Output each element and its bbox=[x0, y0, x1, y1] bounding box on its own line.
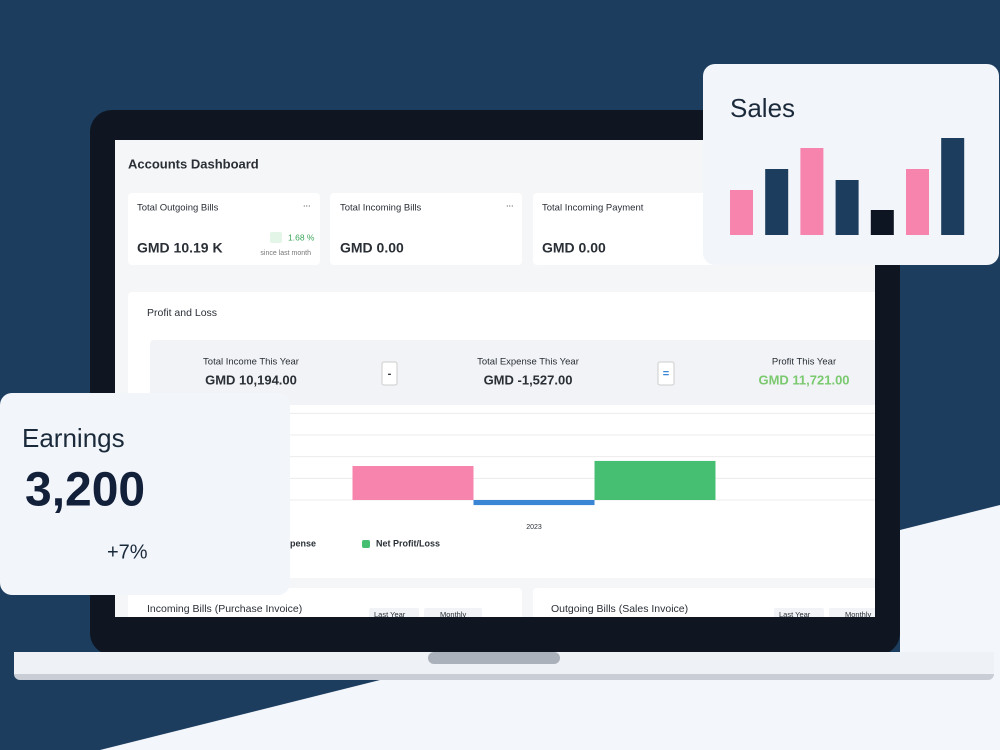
earnings-change: +7% bbox=[107, 541, 148, 563]
bar bbox=[835, 180, 859, 235]
stat-value: GMD -1,527.00 bbox=[484, 372, 573, 387]
screen: Accounts Dashboard Total Outgoing Bills … bbox=[115, 140, 887, 622]
stat-value: GMD 10,194.00 bbox=[205, 372, 297, 387]
dropdown[interactable] bbox=[829, 608, 887, 622]
sales-chart bbox=[730, 138, 965, 235]
dropdown[interactable] bbox=[774, 608, 824, 622]
bar bbox=[473, 500, 595, 506]
stat-label: Profit This Year bbox=[772, 357, 836, 368]
laptop-notch bbox=[428, 652, 560, 664]
dropdown-label[interactable]: Last Year bbox=[779, 610, 811, 619]
operator-box bbox=[381, 361, 398, 386]
legend-swatch bbox=[362, 540, 370, 548]
dropdown[interactable] bbox=[424, 608, 482, 622]
card-menu[interactable]: ... bbox=[506, 198, 514, 208]
background-shape bbox=[100, 505, 1000, 750]
card-value: GMD 10.19 K bbox=[137, 240, 223, 256]
panel-title: Incoming Bills (Purchase Invoice) bbox=[147, 603, 302, 615]
bar bbox=[941, 138, 965, 235]
card bbox=[533, 193, 725, 265]
sales-title: Sales bbox=[730, 93, 795, 123]
earnings-card bbox=[0, 393, 290, 595]
bar bbox=[730, 190, 753, 235]
card-value: GMD 0.00 bbox=[340, 240, 404, 256]
stats-box bbox=[150, 340, 875, 405]
card-menu[interactable]: ... bbox=[303, 198, 311, 208]
dropdown[interactable] bbox=[369, 608, 419, 622]
legend-label: Net Profit/Loss bbox=[376, 538, 440, 548]
panel bbox=[128, 588, 522, 617]
card-label: Total Outgoing Bills bbox=[137, 203, 219, 214]
card-change-note: since last month bbox=[260, 250, 311, 257]
earnings-title: Earnings bbox=[22, 423, 125, 453]
card-value: GMD 0.00 bbox=[542, 240, 606, 256]
stat-value: GMD 11,721.00 bbox=[758, 372, 849, 387]
x-tick-label: 2023 bbox=[526, 524, 542, 531]
card-label: Total Incoming Bills bbox=[340, 203, 422, 214]
operator: - bbox=[388, 368, 392, 380]
earnings-value: 3,200 bbox=[25, 464, 145, 517]
bar bbox=[352, 466, 474, 500]
dropdown-label[interactable]: Monthly bbox=[845, 610, 872, 619]
card bbox=[330, 193, 522, 265]
stat-label: Total Income This Year bbox=[203, 357, 299, 368]
dropdown-label[interactable]: Last Year bbox=[374, 610, 406, 619]
card-label: Total Incoming Payment bbox=[542, 203, 644, 214]
panel-title: Profit and Loss bbox=[147, 307, 217, 319]
dropdown-label[interactable]: Monthly bbox=[440, 610, 467, 619]
dashboard-title: Accounts Dashboard bbox=[128, 156, 259, 171]
bar bbox=[800, 148, 824, 235]
bar bbox=[906, 169, 929, 235]
card-change: 1.68 % bbox=[288, 232, 315, 242]
trend-icon bbox=[270, 232, 282, 243]
bar bbox=[765, 169, 789, 235]
bar bbox=[870, 210, 894, 235]
operator: = bbox=[663, 368, 669, 380]
operator-box bbox=[657, 361, 675, 386]
bar bbox=[594, 460, 716, 500]
stat-label: Total Expense This Year bbox=[477, 357, 579, 368]
panel-title: Outgoing Bills (Sales Invoice) bbox=[551, 603, 688, 615]
card bbox=[128, 193, 320, 265]
